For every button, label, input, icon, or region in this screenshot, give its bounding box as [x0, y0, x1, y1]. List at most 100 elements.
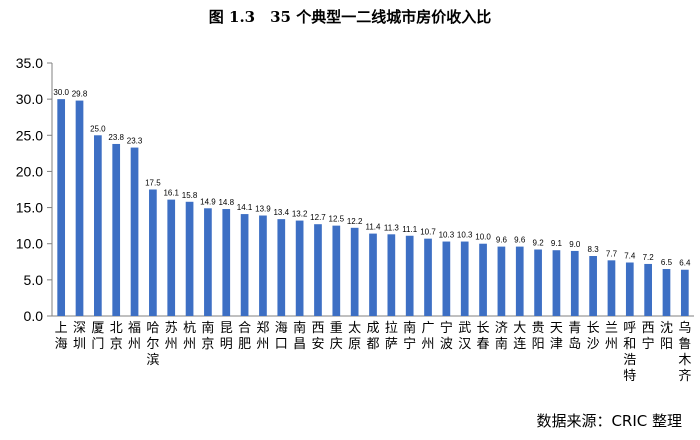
bar	[314, 224, 322, 316]
data-label: 23.3	[127, 137, 143, 146]
bar	[94, 135, 102, 316]
x-category-label: 呼和浩特	[623, 321, 636, 384]
bar	[204, 208, 212, 316]
bar	[680, 269, 689, 316]
bar	[442, 241, 451, 316]
data-label: 7.4	[624, 252, 636, 261]
x-axis-labels: 上海深圳厦门北京福州哈尔滨苏州杭州南京昆明合肥郑州海口南昌西安重庆太原成都拉萨南…	[55, 320, 692, 384]
data-label: 9.6	[496, 236, 508, 245]
y-tick-label: 15.0	[16, 200, 43, 216]
bar	[112, 143, 121, 316]
data-label: 7.2	[643, 253, 655, 262]
x-category-label: 深圳	[73, 321, 86, 352]
data-label: 15.8	[182, 191, 198, 200]
data-label: 25.0	[90, 124, 106, 133]
data-label: 10.3	[457, 231, 473, 240]
data-label: 9.0	[569, 240, 581, 249]
bar	[57, 99, 66, 317]
data-label: 12.5	[329, 215, 345, 224]
bar	[497, 246, 506, 316]
x-category-label: 上海	[55, 321, 68, 352]
bar	[332, 225, 341, 316]
x-category-label: 广州	[422, 321, 435, 352]
bar	[460, 241, 469, 316]
bar	[424, 238, 432, 316]
x-category-label: 福州	[128, 321, 141, 352]
x-category-label: 南昌	[293, 320, 306, 352]
bar	[259, 215, 267, 316]
x-category-label: 成都	[366, 321, 379, 352]
data-label: 9.6	[514, 236, 526, 245]
data-label: 10.7	[420, 228, 436, 237]
y-tick-label: 10.0	[16, 236, 43, 252]
x-category-label: 北京	[110, 321, 123, 352]
data-label: 10.3	[439, 231, 455, 240]
x-category-label: 长春	[477, 321, 490, 352]
x-category-label: 青岛	[568, 321, 581, 352]
bar	[369, 233, 377, 316]
x-category-label: 海口	[275, 321, 288, 352]
bar	[167, 199, 176, 316]
x-category-label: 天津	[550, 321, 563, 352]
data-label: 11.3	[384, 223, 400, 232]
x-category-label: 拉萨	[385, 321, 398, 352]
y-axis: 0.0 5.0 10.0 15.0 20.0 25.0 30.0 35.0	[16, 55, 694, 324]
data-label: 10.0	[475, 233, 491, 242]
data-label: 29.8	[72, 90, 88, 99]
bar	[607, 260, 616, 316]
x-category-label: 兰州	[605, 321, 618, 352]
y-tick-label: 20.0	[16, 163, 43, 179]
bar	[589, 256, 597, 316]
x-category-label: 乌鲁木齐	[678, 320, 691, 384]
bar	[149, 189, 157, 316]
data-label: 6.4	[679, 259, 691, 268]
x-category-label: 合肥	[238, 321, 251, 352]
x-category-label: 重庆	[330, 320, 343, 352]
x-category-label: 西安	[311, 321, 324, 352]
bar	[240, 214, 249, 316]
data-labels: 30.0 29.8 25.023.8 23.3 17.516.1 15.814.9 14.8…	[53, 88, 691, 268]
bar	[552, 250, 561, 316]
bar	[479, 243, 487, 316]
x-category-label: 南京	[201, 320, 214, 352]
y-tick-label: 25.0	[16, 127, 43, 143]
data-label: 16.1	[163, 189, 179, 198]
data-label: 14.1	[237, 203, 253, 212]
x-category-label: 厦门	[91, 321, 104, 352]
data-label: 8.3	[588, 245, 600, 254]
bar	[644, 263, 652, 316]
chart-title: 图 1.3 35 个典型一二线城市房价收入比	[208, 8, 492, 26]
y-tick-label: 5.0	[24, 272, 44, 288]
data-label: 12.2	[347, 217, 363, 226]
x-category-label: 太原	[348, 321, 361, 352]
x-category-label: 南宁	[403, 320, 416, 352]
data-label: 23.8	[108, 133, 124, 142]
x-category-label: 武汉	[458, 321, 471, 352]
x-category-label: 苏州	[165, 320, 178, 352]
bar	[185, 201, 194, 316]
data-label: 17.5	[145, 179, 161, 188]
data-label: 14.8	[218, 198, 234, 207]
bar	[387, 234, 396, 316]
x-category-label: 西宁	[642, 321, 655, 352]
bar	[515, 246, 524, 316]
x-category-label: 大连	[513, 321, 526, 352]
x-category-label: 哈尔滨	[146, 321, 159, 368]
data-label: 30.0	[53, 88, 69, 97]
data-label: 14.9	[200, 197, 216, 206]
y-tick-label: 0.0	[24, 308, 44, 324]
x-category-label: 济南	[495, 321, 508, 352]
data-label: 11.4	[366, 223, 382, 232]
bar	[662, 269, 671, 316]
data-label: 9.2	[533, 238, 545, 247]
x-category-label: 郑州	[256, 321, 269, 352]
data-label: 7.7	[606, 249, 618, 258]
data-label: 9.1	[551, 239, 563, 248]
bar	[222, 209, 231, 316]
x-category-label: 昆明	[220, 321, 233, 352]
x-category-label: 长沙	[587, 321, 600, 352]
bar	[295, 220, 304, 316]
bars	[57, 99, 689, 317]
bar	[534, 249, 542, 316]
